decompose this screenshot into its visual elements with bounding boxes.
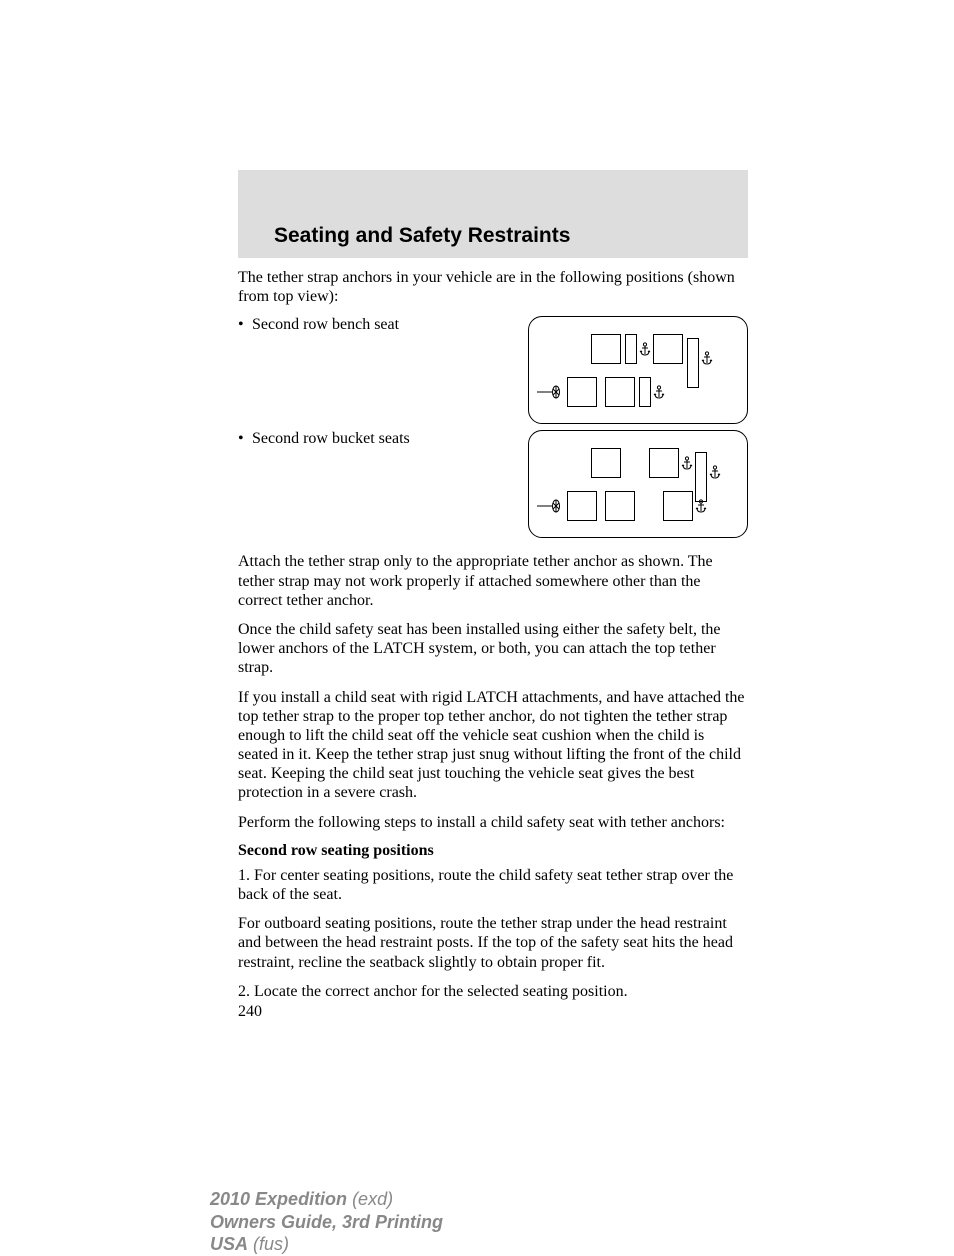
para-rigid: If you install a child seat with rigid L…	[238, 688, 748, 803]
seat-icon	[591, 448, 621, 478]
seat-icon	[567, 491, 597, 521]
seat-icon	[591, 334, 621, 364]
footer-region: USA	[210, 1234, 248, 1254]
seat-row	[537, 371, 739, 413]
footer-line-3: USA (fus)	[210, 1233, 443, 1256]
seat-icon	[567, 377, 597, 407]
page-content: The tether strap anchors in your vehicle…	[238, 268, 748, 1021]
footer-line-2: Owners Guide, 3rd Printing	[210, 1211, 443, 1234]
page-number: 240	[238, 1003, 748, 1021]
intro-para: The tether strap anchors in your vehicle…	[238, 268, 748, 306]
seat-icon	[639, 377, 651, 407]
para-attach: Attach the tether strap only to the appr…	[238, 552, 748, 610]
steering-wheel-icon	[537, 385, 563, 399]
footer-model: 2010 Expedition	[210, 1189, 347, 1209]
step-1: 1. For center seating positions, route t…	[238, 866, 748, 904]
subhead-second-row: Second row seating positions	[238, 842, 748, 860]
bullet-bench-row: • Second row bench seat	[238, 316, 748, 424]
seat-icon	[625, 334, 637, 364]
bullet-bench-label: Second row bench seat	[252, 316, 399, 334]
footer-code: (exd)	[347, 1189, 393, 1209]
seat-row	[537, 328, 739, 370]
seat-icon	[605, 491, 635, 521]
anchor-icon	[709, 465, 721, 479]
step-2: 2. Locate the correct anchor for the sel…	[238, 982, 748, 1001]
bullet-bucket-row: • Second row bucket seats	[238, 430, 748, 538]
anchor-icon	[653, 385, 665, 399]
diagram-bench-seat	[528, 316, 748, 424]
seat-icon	[649, 448, 679, 478]
steering-wheel-icon	[537, 499, 563, 513]
seat-icon	[653, 334, 683, 364]
step-1b: For outboard seating positions, route th…	[238, 914, 748, 972]
anchor-icon	[701, 351, 713, 365]
seat-row	[537, 485, 739, 527]
diagram-bucket-seats	[528, 430, 748, 538]
bullet-bucket: • Second row bucket seats	[238, 430, 528, 448]
bullet-dot-icon: •	[238, 316, 252, 334]
section-title: Seating and Safety Restraints	[274, 224, 570, 248]
footer-line-1: 2010 Expedition (exd)	[210, 1188, 443, 1211]
seat-icon	[663, 491, 693, 521]
section-header: Seating and Safety Restraints	[238, 170, 748, 258]
anchor-icon	[695, 499, 707, 513]
footer-region-code: (fus)	[248, 1234, 289, 1254]
seat-icon	[605, 377, 635, 407]
bullet-dot-icon: •	[238, 430, 252, 448]
footer: 2010 Expedition (exd) Owners Guide, 3rd …	[210, 1188, 443, 1256]
bullet-bucket-label: Second row bucket seats	[252, 430, 410, 448]
para-perform: Perform the following steps to install a…	[238, 813, 748, 832]
anchor-icon	[681, 456, 693, 470]
seat-row	[537, 442, 739, 484]
anchor-icon	[639, 342, 651, 356]
bullet-bench: • Second row bench seat	[238, 316, 528, 334]
para-once: Once the child safety seat has been inst…	[238, 620, 748, 678]
